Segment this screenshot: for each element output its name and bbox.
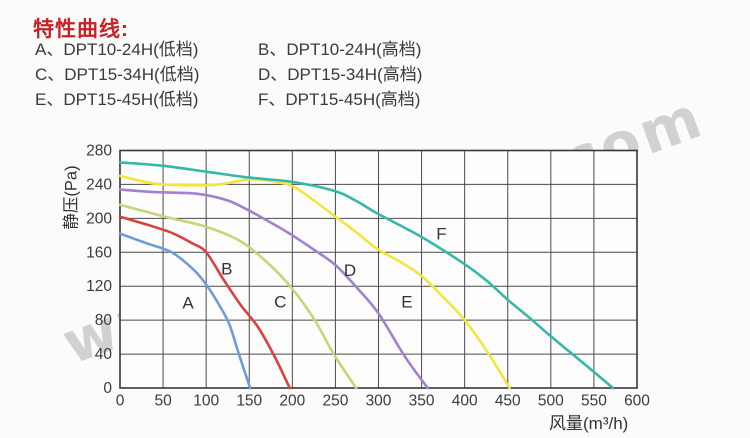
curve-A [118, 232, 252, 390]
x-tick-label-250: 250 [322, 393, 348, 410]
legend-item-e: E、DPT15-45H(低档) [35, 90, 199, 109]
page-title: 特性曲线: [33, 18, 129, 41]
legend-item-c: C、DPT15-34H(低档) [35, 65, 200, 84]
legend-item-f: F、DPT15-45H(高档) [258, 90, 421, 109]
x-tick-label-300: 300 [366, 393, 392, 410]
y-tick-label-280: 280 [86, 143, 112, 160]
x-axis-label: 风量(m³/h) [549, 414, 629, 433]
curve-label-F: F [436, 225, 446, 244]
curve-label-C: C [274, 292, 286, 311]
x-tick-label-550: 550 [581, 393, 607, 410]
x-tick-label-150: 150 [236, 393, 262, 410]
curve-legend: A、DPT10-24H(低档) B、DPT10-24H(高档) C、DPT15-… [35, 40, 422, 109]
curve-E [118, 174, 511, 390]
y-axis-label: 静压(Pa) [62, 165, 81, 230]
y-tick-label-240: 240 [86, 176, 112, 193]
x-tick-label-450: 450 [495, 393, 521, 410]
y-tick-label-120: 120 [86, 278, 112, 295]
x-tick-label-100: 100 [193, 393, 219, 410]
curve-D [118, 188, 429, 390]
plot-border [119, 149, 638, 389]
x-tick-label-500: 500 [538, 393, 564, 410]
legend-item-a: A、DPT10-24H(低档) [35, 40, 199, 59]
x-tick-label-50: 50 [154, 393, 172, 410]
y-tick-label-40: 40 [95, 346, 113, 363]
y-tick-label-200: 200 [86, 210, 112, 227]
curve-label-D: D [344, 261, 356, 280]
curve-B [118, 215, 291, 390]
curve-label-B: B [221, 259, 232, 278]
curve-label-A: A [182, 293, 194, 312]
y-tick-label-160: 160 [86, 244, 112, 261]
x-tick-label-600: 600 [624, 393, 650, 410]
y-tick-label-80: 80 [95, 312, 113, 329]
curve-label-E: E [401, 292, 412, 311]
curve-C [118, 203, 358, 390]
x-tick-label-350: 350 [409, 393, 435, 410]
y-tick-label-0: 0 [103, 380, 112, 397]
x-tick-label-0: 0 [116, 393, 125, 410]
x-tick-label-200: 200 [279, 393, 305, 410]
legend-item-d: D、DPT15-34H(高档) [258, 65, 423, 84]
x-tick-label-400: 400 [452, 393, 478, 410]
curve-F [118, 161, 615, 390]
legend-item-b: B、DPT10-24H(高档) [258, 40, 422, 59]
